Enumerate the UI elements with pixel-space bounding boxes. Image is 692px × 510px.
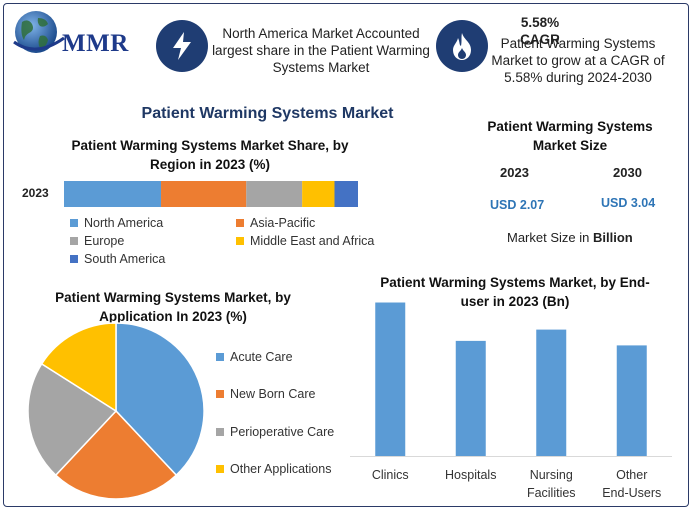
bar-segment-south-america bbox=[334, 181, 358, 207]
main-title: Patient Warming Systems Market bbox=[141, 105, 394, 122]
tick-label-nursing-facilities: Nursing Facilities bbox=[526, 468, 576, 500]
legend-asia-pacific: Asia-Pacific bbox=[236, 216, 315, 230]
legend-acute-care: Acute Care bbox=[216, 350, 293, 364]
bar-clinics bbox=[375, 302, 406, 456]
market-size-note: Market Size in Billion bbox=[507, 230, 633, 245]
tick-label-clinics: Clinics bbox=[371, 468, 409, 482]
market-size-title: Patient Warming Systems Market Size bbox=[487, 119, 653, 153]
bar-segment-asia-pacific bbox=[161, 181, 247, 207]
legend-perioperative-care: Perioperative Care bbox=[216, 425, 334, 439]
market-size-value-2023: USD 2.07 bbox=[490, 198, 545, 212]
application-pie-chart bbox=[27, 322, 205, 500]
legend-new-born-care: New Born Care bbox=[216, 387, 315, 401]
market-size-year-2030: 2030 bbox=[613, 165, 642, 180]
region-chart-category-label: 2023 bbox=[22, 186, 49, 200]
bar-segment-middle-east-and-africa bbox=[302, 181, 335, 207]
market-size-year-2023: 2023 bbox=[500, 165, 529, 180]
lightning-bolt-icon bbox=[156, 20, 208, 72]
pie-slice-new-born-care bbox=[54, 409, 178, 500]
bar-segment-north-america bbox=[64, 181, 162, 207]
legend-south-america: South America bbox=[70, 252, 165, 266]
pie-slice-acute-care bbox=[115, 322, 205, 477]
bar-segment-europe bbox=[246, 181, 303, 207]
end-user-bar-chart bbox=[350, 302, 672, 457]
legend-europe: Europe bbox=[70, 234, 124, 248]
legend-north-america: North America bbox=[70, 216, 163, 230]
legend-middle-east-africa: Middle East and Africa bbox=[236, 234, 374, 248]
mmr-logo: MMR bbox=[10, 8, 140, 64]
market-size-value-2030: USD 3.04 bbox=[601, 196, 656, 210]
bar-other-end-users bbox=[616, 345, 647, 456]
end-user-chart-title: Patient Warming Systems Market, by End-u… bbox=[380, 275, 650, 309]
north-america-highlight: North America Market Accounted largest s… bbox=[212, 26, 430, 75]
bar-nursing-facilities bbox=[536, 329, 567, 456]
bar-hospitals bbox=[455, 340, 486, 456]
legend-other-applications: Other Applications bbox=[216, 462, 331, 476]
region-chart-title: Patient Warming Systems Market Share, by… bbox=[71, 138, 349, 172]
pie-slice-other-applications bbox=[40, 322, 117, 413]
market-size-unit: Billion bbox=[592, 230, 633, 245]
tick-label-other-end-users: Other End-Users bbox=[602, 468, 662, 500]
cagr-title: 5.58% CAGR bbox=[520, 15, 560, 47]
globe-icon bbox=[13, 11, 65, 53]
pie-slice-perioperative-care bbox=[27, 362, 118, 477]
region-stacked-bar bbox=[64, 181, 358, 207]
logo-text: MMR bbox=[62, 30, 129, 57]
flame-icon bbox=[436, 20, 488, 72]
market-size-note-prefix: Market Size in bbox=[507, 230, 593, 245]
end-user-category-labels: Clinics Hospitals Nursing Facilities Other … bbox=[350, 466, 672, 506]
tick-label-hospitals: Hospitals bbox=[445, 468, 497, 482]
cagr-description: Patient Warming Systems Market to grow a… bbox=[491, 36, 665, 85]
application-chart-title: Patient Warming Systems Market, by Appli… bbox=[55, 290, 291, 324]
